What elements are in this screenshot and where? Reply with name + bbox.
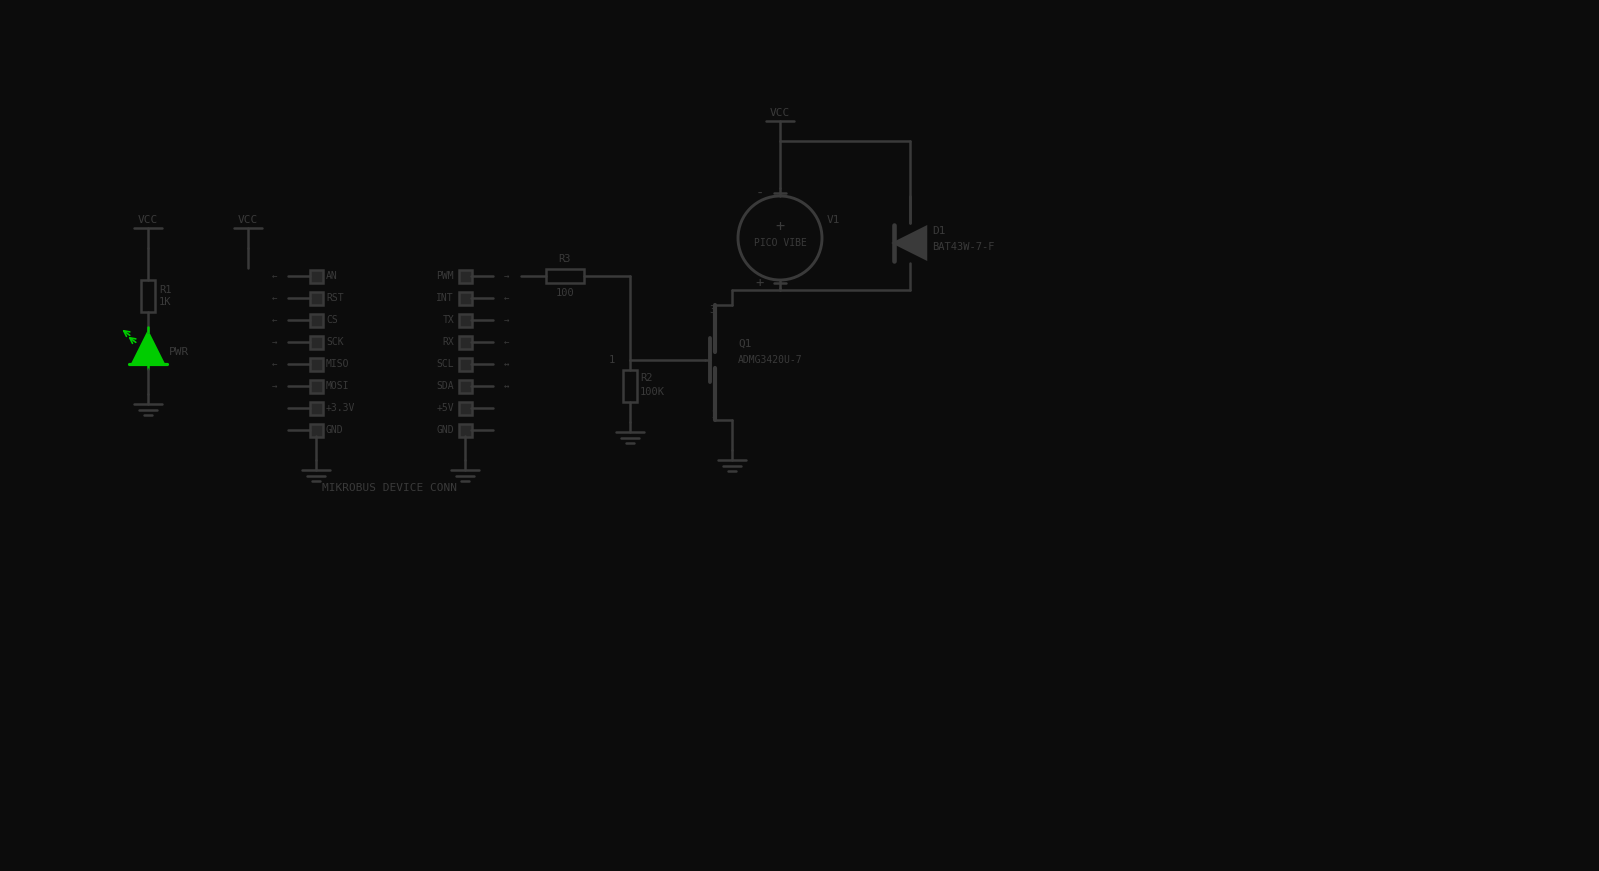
Text: ←: ← [504,294,508,302]
Text: SDA: SDA [437,381,454,391]
Text: 1: 1 [609,355,616,365]
Bar [310,270,323,283]
Text: →: → [272,381,277,390]
Text: 100: 100 [555,288,574,298]
Text: →: → [504,315,508,325]
Text: ←: ← [272,272,277,280]
Bar [310,358,323,371]
Bar [459,336,472,349]
Text: 1K: 1K [158,297,171,307]
Text: R3: R3 [558,254,571,264]
Text: 100K: 100K [640,387,665,397]
Text: AN: AN [326,271,337,281]
Text: +: + [756,276,764,290]
Text: →: → [504,272,508,280]
Text: +: + [776,219,785,233]
Text: ←: ← [272,315,277,325]
Text: VCC: VCC [238,215,257,225]
Text: ←: ← [272,360,277,368]
Text: TX: TX [443,315,454,325]
Text: 3: 3 [708,305,715,315]
Text: SCK: SCK [326,337,344,347]
Bar [459,270,472,283]
Text: +5V: +5V [437,403,454,413]
Bar [624,370,636,402]
Text: INT: INT [437,293,454,303]
Bar [310,380,323,393]
Text: PWM: PWM [437,271,454,281]
Text: PWR: PWR [169,347,189,357]
Bar [459,380,472,393]
Bar [310,402,323,415]
Text: ↔: ↔ [504,360,508,368]
Bar [459,292,472,305]
Bar [310,336,323,349]
Text: V1: V1 [827,215,841,225]
Text: ←: ← [272,294,277,302]
Text: MISO: MISO [326,359,350,369]
Text: SCL: SCL [437,359,454,369]
Text: BAT43W-7-F: BAT43W-7-F [932,242,995,252]
Bar [141,280,155,312]
Text: RX: RX [443,337,454,347]
Text: RST: RST [326,293,344,303]
Text: +3.3V: +3.3V [326,403,355,413]
Bar [310,424,323,437]
Text: R2: R2 [640,373,652,383]
Text: MOSI: MOSI [326,381,350,391]
Text: CS: CS [326,315,337,325]
Bar [310,314,323,327]
Text: MIKROBUS DEVICE CONN: MIKROBUS DEVICE CONN [323,483,457,493]
Text: Q1: Q1 [739,339,752,349]
Text: VCC: VCC [138,215,158,225]
Text: D1: D1 [932,226,945,236]
Text: ←: ← [504,337,508,347]
Text: GND: GND [437,425,454,435]
Text: 2: 2 [712,410,716,420]
Text: VCC: VCC [769,108,790,118]
Polygon shape [133,332,165,364]
Bar [459,358,472,371]
Text: ADMG3420U-7: ADMG3420U-7 [739,355,803,365]
Text: R1: R1 [158,285,171,295]
Bar [459,402,472,415]
Text: -: - [756,187,764,201]
Bar [310,292,323,305]
Text: →: → [272,337,277,347]
Bar [545,269,584,283]
Text: GND: GND [326,425,344,435]
Bar [459,314,472,327]
Bar [459,424,472,437]
Text: ↔: ↔ [504,381,508,390]
Polygon shape [894,227,926,259]
Text: PICO VIBE: PICO VIBE [753,238,806,248]
